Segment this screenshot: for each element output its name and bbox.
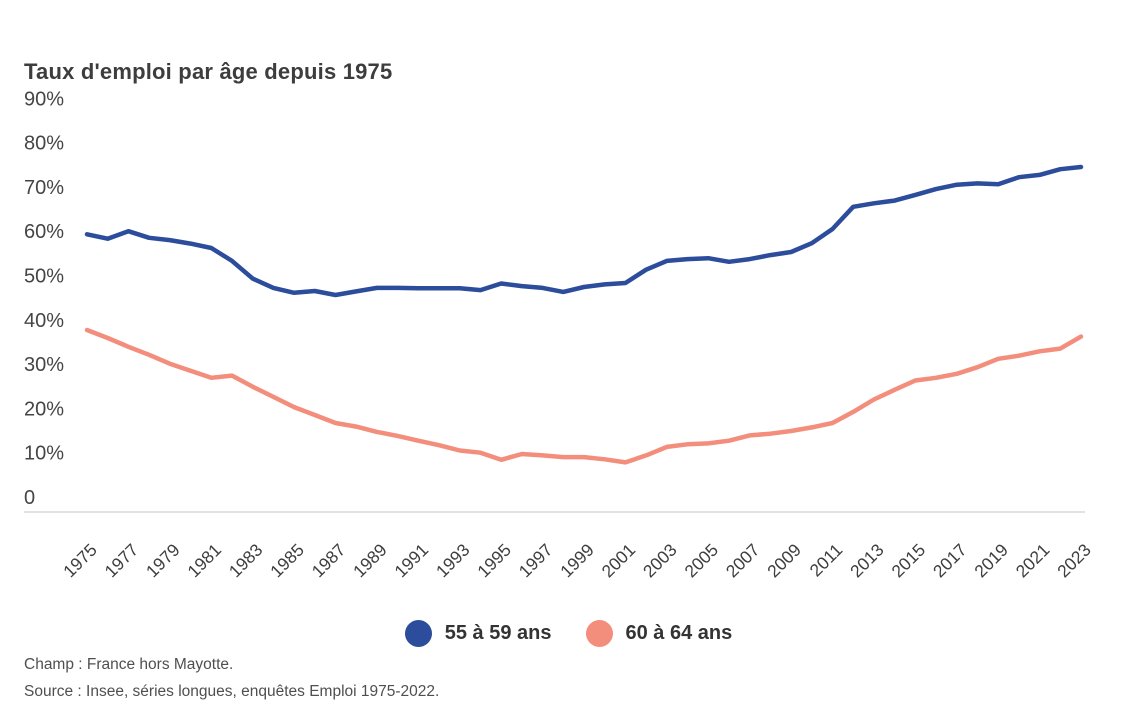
legend-dot-60-64 [585, 619, 613, 647]
y-axis-label: 40% [24, 310, 64, 332]
x-axis-label: 1981 [183, 540, 225, 582]
x-axis-label: 2001 [598, 540, 640, 582]
x-axis-label: 1993 [432, 540, 474, 582]
x-axis-label: 1989 [349, 540, 391, 582]
y-axis-label: 60% [24, 221, 64, 243]
legend-item-60-64: 60 à 64 ans [585, 619, 733, 647]
x-axis-label: 2013 [846, 540, 888, 582]
footnote-champ: Champ : France hors Mayotte. [24, 656, 234, 673]
x-axis-label: 2005 [680, 540, 722, 582]
x-axis-label: 2017 [929, 540, 971, 582]
legend-label-55-59: 55 à 59 ans [444, 621, 552, 644]
x-axis-label: 2007 [722, 540, 764, 582]
x-axis-label: 2003 [639, 540, 681, 582]
x-axis-label: 2021 [1012, 540, 1054, 582]
chart-area: 90% 80% 70% 60% 50% 40% 30% 20% 10% 0 1975 1977 1979… [24, 88, 1095, 582]
x-axis-label: 2009 [763, 540, 805, 582]
chart-legend: 55 à 59 ans 60 à 64 ans [0, 615, 1137, 651]
series-line-60-à-64-ans [84, 327, 1084, 465]
y-axis-label: 20% [24, 398, 64, 420]
y-axis-label: 30% [24, 354, 64, 376]
x-axis-label: 1983 [225, 540, 267, 582]
legend-label-60-64: 60 à 64 ans [625, 621, 733, 644]
x-axis-label: 2011 [806, 540, 847, 581]
legend-dot-55-59 [404, 619, 432, 647]
x-axis-label: 1987 [308, 540, 350, 582]
chart-title: Taux d'emploi par âge depuis 1975 [24, 58, 393, 84]
x-axis-label: 2015 [887, 540, 929, 582]
employment-rate-line-chart: 90% 80% 70% 60% 50% 40% 30% 20% 10% 0 1975 1977 1979… [24, 88, 1095, 582]
x-axis-label: 2023 [1053, 540, 1095, 582]
legend-item-55-59: 55 à 59 ans [404, 619, 552, 647]
x-axis-label: 1995 [473, 540, 515, 582]
y-axis-label: 0 [24, 487, 35, 509]
x-axis-label: 1999 [556, 540, 598, 582]
y-axis-label: 80% [24, 133, 64, 155]
x-axis-label: 2019 [970, 540, 1012, 582]
y-axis-label: 10% [24, 443, 64, 465]
x-axis-label: 1979 [142, 540, 184, 582]
x-axis-label: 1975 [59, 540, 101, 582]
footnote-source: Source : Insee, séries longues, enquêtes… [24, 683, 440, 700]
x-axis-label: 1991 [390, 540, 432, 582]
y-axis-label: 70% [24, 177, 64, 199]
y-axis-label: 50% [24, 266, 64, 288]
x-axis-label: 1977 [101, 540, 143, 582]
x-axis-label: 1997 [515, 540, 557, 582]
x-axis-label: 1985 [266, 540, 308, 582]
y-axis-label: 90% [24, 88, 64, 110]
series-line-55-à-59-ans [84, 164, 1084, 298]
